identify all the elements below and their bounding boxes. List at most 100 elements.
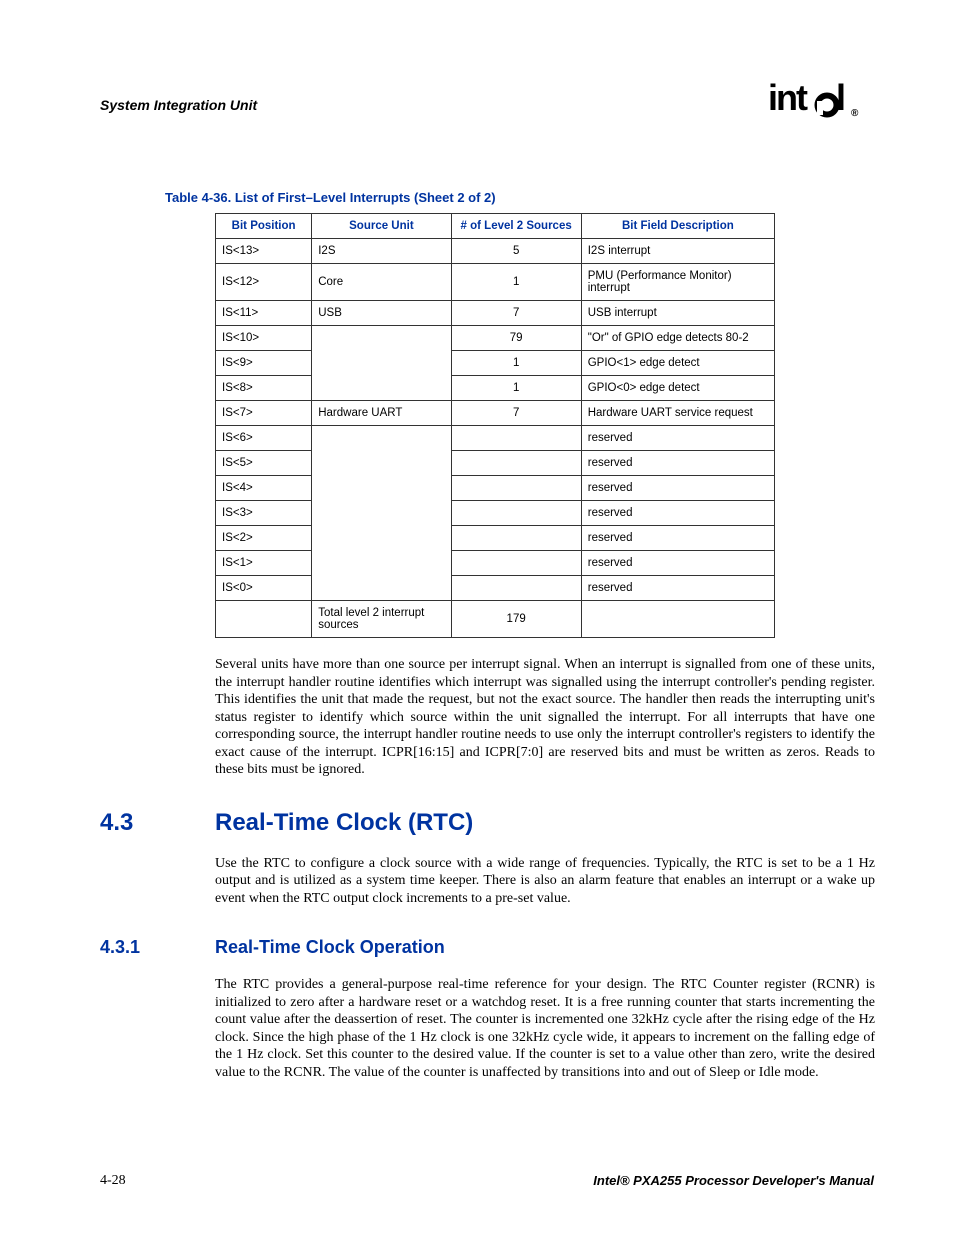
cell-bit-position: IS<10> (216, 326, 312, 351)
cell-source-unit (312, 526, 451, 551)
table-row: IS<4> reserved (216, 476, 775, 501)
cell-bit-position: IS<13> (216, 239, 312, 264)
cell-description: I2S interrupt (581, 239, 774, 264)
cell-level2-sources: 7 (451, 401, 581, 426)
cell-bit-position: IS<4> (216, 476, 312, 501)
cell-source-unit: Core (312, 264, 451, 301)
cell-level2-sources (451, 501, 581, 526)
intel-logo: int l ® (768, 80, 874, 130)
cell-bit-position: IS<0> (216, 576, 312, 601)
cell-source-unit (312, 451, 451, 476)
cell-bit-position: IS<2> (216, 526, 312, 551)
cell-source-unit: I2S (312, 239, 451, 264)
section-number: 4.3 (100, 809, 215, 837)
cell-source-unit (312, 351, 451, 376)
interrupts-table: Bit Position Source Unit # of Level 2 So… (215, 213, 775, 638)
cell-bit-position: IS<8> (216, 376, 312, 401)
table-row: IS<9> 1GPIO<1> edge detect (216, 351, 775, 376)
intel-logo-svg: int l ® (768, 80, 864, 120)
col-source-unit: Source Unit (312, 214, 451, 239)
cell-level2-sources (451, 551, 581, 576)
cell-description: reserved (581, 451, 774, 476)
cell-description: reserved (581, 576, 774, 601)
cell-source-unit (312, 376, 451, 401)
cell-source-unit (312, 501, 451, 526)
cell-level2-sources: 7 (451, 301, 581, 326)
table-row: IS<2> reserved (216, 526, 775, 551)
table-row: IS<7>Hardware UART7Hardware UART service… (216, 401, 775, 426)
cell-level2-sources: 79 (451, 326, 581, 351)
page-footer: 4-28 Intel® PXA255 Processor Developer's… (100, 1173, 874, 1189)
cell-bit-position: IS<6> (216, 426, 312, 451)
cell-level2-sources (451, 426, 581, 451)
table-header-row: Bit Position Source Unit # of Level 2 So… (216, 214, 775, 239)
cell-description: "Or" of GPIO edge detects 80-2 (581, 326, 774, 351)
cell-level2-sources: 1 (451, 264, 581, 301)
cell-bit-position: IS<7> (216, 401, 312, 426)
cell-description: reserved (581, 501, 774, 526)
table-row: IS<10> 79"Or" of GPIO edge detects 80-2 (216, 326, 775, 351)
cell-source-unit: Hardware UART (312, 401, 451, 426)
table-row: IS<11>USB7USB interrupt (216, 301, 775, 326)
cell-bit-position: IS<9> (216, 351, 312, 376)
table-row: IS<1> reserved (216, 551, 775, 576)
table-title: Table 4-36. List of First–Level Interrup… (165, 190, 875, 205)
cell-source-unit (312, 326, 451, 351)
cell-bit-position: IS<1> (216, 551, 312, 576)
cell-description: USB interrupt (581, 301, 774, 326)
page-number: 4-28 (100, 1173, 126, 1189)
cell-level2-sources (451, 476, 581, 501)
cell-level2-sources: 1 (451, 351, 581, 376)
cell-bit-position: IS<5> (216, 451, 312, 476)
cell-description: reserved (581, 551, 774, 576)
svg-text:int: int (768, 80, 808, 118)
paragraph-rtc-operation: The RTC provides a general-purpose real-… (215, 976, 875, 1081)
cell-level2-sources (451, 576, 581, 601)
cell-description: GPIO<0> edge detect (581, 376, 774, 401)
table-row: IS<13>I2S5I2S interrupt (216, 239, 775, 264)
cell-level2-sources: 5 (451, 239, 581, 264)
cell-bit-position (216, 601, 312, 638)
paragraph-interrupts: Several units have more than one source … (215, 656, 875, 779)
cell-description: reserved (581, 476, 774, 501)
cell-bit-position: IS<3> (216, 501, 312, 526)
section-heading: Real-Time Clock (RTC) (215, 809, 473, 837)
col-bit-position: Bit Position (216, 214, 312, 239)
cell-description: GPIO<1> edge detect (581, 351, 774, 376)
cell-bit-position: IS<11> (216, 301, 312, 326)
cell-source-unit: Total level 2 interrupt sources (312, 601, 451, 638)
content-area: Table 4-36. List of First–Level Interrup… (215, 190, 875, 1081)
header-title: System Integration Unit (100, 97, 257, 113)
section-heading: Real-Time Clock Operation (215, 937, 445, 958)
manual-title: Intel® PXA255 Processor Developer's Manu… (593, 1173, 874, 1189)
cell-source-unit (312, 476, 451, 501)
cell-source-unit: USB (312, 301, 451, 326)
table-row: Total level 2 interrupt sources179 (216, 601, 775, 638)
cell-description: reserved (581, 426, 774, 451)
table-row: IS<12>Core1PMU (Performance Monitor) int… (216, 264, 775, 301)
cell-level2-sources (451, 526, 581, 551)
section-4-3-1: 4.3.1 Real-Time Clock Operation (100, 937, 875, 958)
table-row: IS<6> reserved (216, 426, 775, 451)
section-4-3: 4.3 Real-Time Clock (RTC) (100, 809, 875, 837)
table-row: IS<5> reserved (216, 451, 775, 476)
cell-level2-sources: 1 (451, 376, 581, 401)
cell-level2-sources: 179 (451, 601, 581, 638)
cell-description: reserved (581, 526, 774, 551)
cell-description: Hardware UART service request (581, 401, 774, 426)
page: System Integration Unit int l ® Table 4-… (0, 0, 954, 1235)
cell-description: PMU (Performance Monitor) interrupt (581, 264, 774, 301)
cell-source-unit (312, 576, 451, 601)
cell-bit-position: IS<12> (216, 264, 312, 301)
table-body: IS<13>I2S5I2S interruptIS<12>Core1PMU (P… (216, 239, 775, 638)
col-bit-field-desc: Bit Field Description (581, 214, 774, 239)
svg-text:®: ® (851, 108, 859, 119)
cell-description (581, 601, 774, 638)
table-row: IS<8> 1GPIO<0> edge detect (216, 376, 775, 401)
paragraph-rtc-intro: Use the RTC to configure a clock source … (215, 855, 875, 908)
col-level2-sources: # of Level 2 Sources (451, 214, 581, 239)
cell-source-unit (312, 426, 451, 451)
table-row: IS<0> reserved (216, 576, 775, 601)
section-number: 4.3.1 (100, 937, 215, 958)
page-header: System Integration Unit int l ® (100, 80, 874, 130)
